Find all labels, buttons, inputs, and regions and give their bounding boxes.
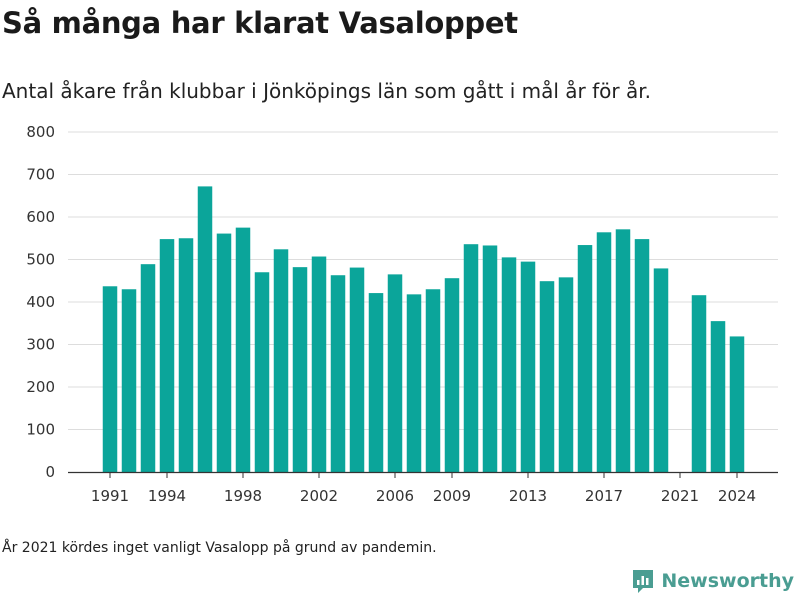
bar-2009 (444, 278, 460, 472)
x-tick-label: 2024 (718, 487, 756, 505)
bar-2017 (596, 232, 612, 472)
bar-2019 (634, 239, 650, 472)
bar-2014 (539, 281, 555, 472)
bar-1997 (216, 233, 232, 472)
y-tick-label: 0 (45, 463, 55, 481)
x-tick-label: 2006 (376, 487, 414, 505)
y-tick-label: 300 (26, 336, 55, 354)
x-tick-label: 2013 (509, 487, 547, 505)
y-tick-label: 200 (26, 378, 55, 396)
x-tick-label: 2009 (433, 487, 471, 505)
bar-2007 (406, 294, 422, 472)
y-tick-label: 600 (26, 208, 55, 226)
bar-1993 (140, 264, 156, 472)
bar-2012 (501, 257, 517, 472)
bar-2020 (653, 268, 669, 472)
x-tick-label: 1994 (148, 487, 186, 505)
newsworthy-logo-icon (633, 570, 654, 593)
bar-2001 (292, 267, 308, 472)
bar-2016 (577, 245, 593, 472)
bar-2022 (691, 295, 707, 472)
brand-logo: Newsworthy (631, 568, 794, 594)
bar-2003 (330, 275, 346, 472)
x-tick-label: 1998 (224, 487, 262, 505)
bar-2023 (710, 321, 726, 472)
bar-2010 (463, 244, 479, 472)
y-tick-label: 800 (26, 123, 55, 141)
bar-2008 (425, 289, 441, 472)
x-tick-label: 1991 (91, 487, 129, 505)
x-tick-label: 2021 (661, 487, 699, 505)
y-tick-label: 700 (26, 166, 55, 184)
bar-2013 (520, 261, 536, 472)
chart-title: Så många har klarat Vasaloppet (2, 6, 518, 40)
bar-2004 (349, 267, 365, 472)
bar-2018 (615, 229, 631, 472)
bar-2005 (368, 293, 384, 472)
bar-2011 (482, 245, 498, 472)
bar-1992 (121, 289, 137, 472)
bar-1996 (197, 186, 213, 472)
brand-name: Newsworthy (661, 570, 794, 592)
bar-1999 (254, 272, 270, 472)
bar-1991 (102, 286, 118, 472)
bar-2006 (387, 274, 403, 472)
bar-1998 (235, 227, 251, 472)
bar-2000 (273, 249, 289, 472)
y-tick-label: 100 (26, 421, 55, 439)
x-tick-label: 2002 (300, 487, 338, 505)
bar-chart: 0 100 200 300 400 500 600 700 800 1991 1994 1998 200… (26, 123, 778, 505)
bar-1994 (159, 239, 175, 472)
chart-subtitle: Antal åkare från klubbar i Jönköpings lä… (2, 79, 651, 103)
bar-1995 (178, 238, 194, 472)
y-tick-label: 500 (26, 251, 55, 269)
x-tick-label: 2017 (585, 487, 623, 505)
bar-2024 (729, 336, 745, 472)
bar-2002 (311, 256, 327, 472)
y-tick-label: 400 (26, 293, 55, 311)
footnote: År 2021 kördes inget vanligt Vasalopp på… (2, 540, 437, 556)
bar-2015 (558, 277, 574, 472)
